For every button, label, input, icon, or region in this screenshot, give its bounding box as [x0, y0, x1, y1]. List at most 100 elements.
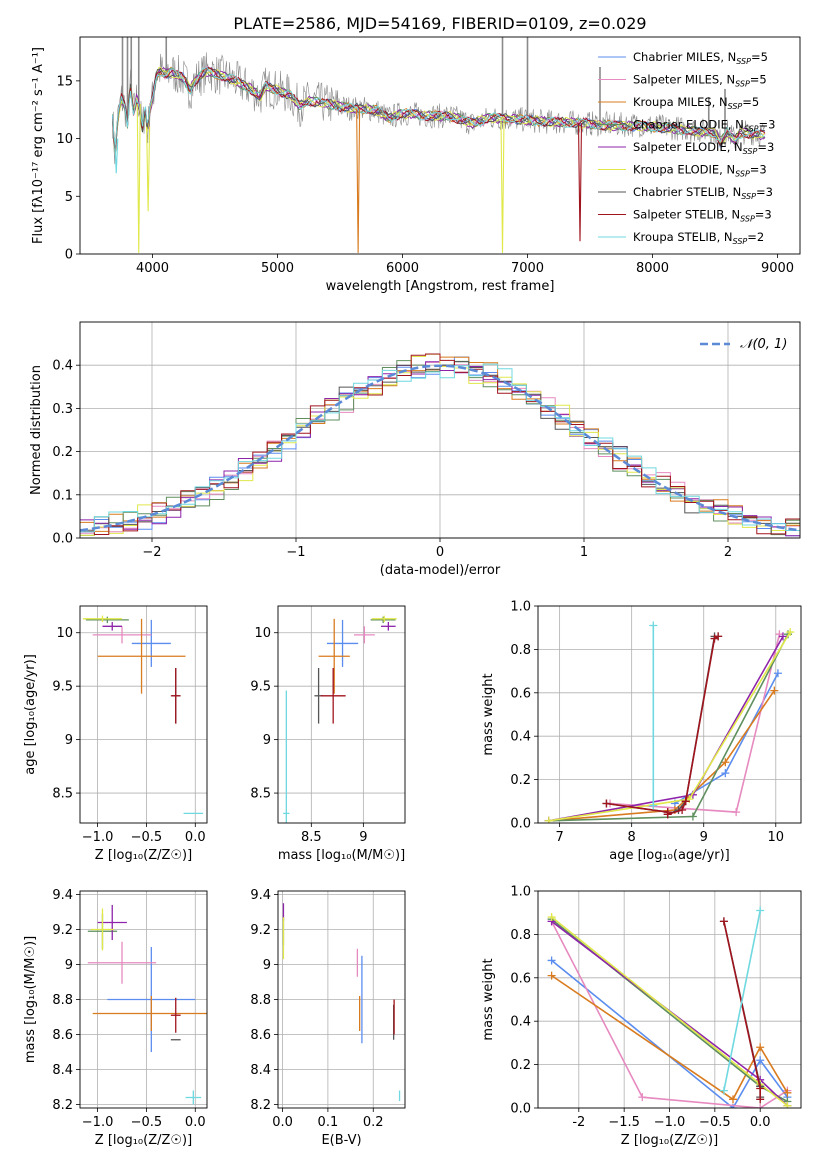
legend-label-sub: SSP [733, 237, 748, 246]
y-tick-label: 9.5 [52, 680, 73, 695]
legend-label-tail: =2 [747, 230, 764, 244]
x-tick-label: −2 [142, 545, 161, 560]
y-tick-label: 10 [56, 626, 73, 641]
panel-residuals: −2 −1 0 1 2 0.0 0.1 0.2 0.3 0.4 (data-model)/error… [29, 321, 801, 578]
x-tick-label: −0.5 [699, 1115, 731, 1130]
x-axis-label: E(B-V) [321, 1133, 361, 1148]
weight-marker [756, 1043, 765, 1052]
weight-marker [756, 1056, 765, 1065]
x-tick-label: −0.5 [131, 830, 163, 845]
y-tick-label: 9 [65, 733, 73, 748]
y-tick-label: 0.2 [52, 445, 73, 460]
y-tick-label: 8.5 [52, 787, 73, 802]
weight-marker [714, 632, 723, 641]
legend-label-tail: =3 [755, 208, 772, 222]
y-tick-label: 1.0 [510, 600, 531, 615]
weight-marker [663, 810, 672, 819]
legend-label-text: Kroupa STELIB, N [633, 230, 733, 244]
model-spectrum-line [112, 66, 766, 153]
legend-label-text: Kroupa MILES, N [633, 95, 728, 109]
weight-marker [544, 816, 553, 823]
y-tick-label: 0.4 [52, 359, 73, 374]
legend-label-tail: =3 [759, 118, 776, 132]
weight-marker [719, 1086, 728, 1095]
weight-marker [688, 812, 697, 821]
y-tick-label: 0.2 [510, 1058, 531, 1073]
residual-histogram [80, 363, 800, 533]
x-tick-label: 0.0 [185, 1115, 206, 1130]
axes-frame [79, 36, 801, 255]
x-tick-label: 0.0 [750, 1115, 771, 1130]
y-axis-label: age [log₁₀(age/yr)] [23, 654, 38, 775]
y-tick-label: 9 [65, 958, 73, 973]
legend-label-tail: =5 [742, 95, 759, 109]
legend-label-text: Salpeter STELIB, N [633, 208, 740, 222]
legend-label: Salpeter ELODIE, NSSP=3 [633, 140, 774, 156]
x-tick-label: 9 [700, 830, 708, 845]
legend-label-tail: =3 [750, 163, 767, 177]
y-tick-label: 8.4 [250, 1063, 271, 1078]
weight-marker [681, 797, 690, 806]
legend-label-text: Chabrier MILES, N [633, 50, 736, 64]
model-absorption-dip [356, 108, 361, 253]
weight-marker [719, 917, 728, 926]
y-tick-label: 5 [65, 190, 73, 205]
panel-mass_vs_EBV: 0.0 0.1 0.2 8.2 8.4 8.6 8.8 9 9.2 9.4 E(B-V) [250, 888, 406, 1148]
x-tick-label: 2 [724, 545, 732, 560]
model-spectrum-line [112, 66, 766, 155]
y-tick-label: 0.0 [510, 817, 531, 832]
model-absorption-dip [114, 138, 119, 174]
axes-frame [79, 605, 208, 824]
weight-marker [678, 805, 687, 814]
y-tick-label: 15 [56, 74, 73, 89]
y-tick-label: 8.8 [250, 993, 271, 1008]
model-absorption-dip [577, 123, 583, 242]
panel-mass_vs_Z: −1.0 −0.5 0.0 8.2 8.4 8.6 8.8 9 9.2 9.4 Z [log₁₀(Z… [23, 888, 208, 1148]
y-tick-label: 10 [56, 132, 73, 147]
plot-area-age_vs_Z [82, 615, 204, 815]
legend-label-text: Kroupa ELODIE, N [633, 163, 735, 177]
weight-marker [773, 669, 782, 678]
x-tick-label: 0.2 [363, 1115, 384, 1130]
y-tick-label: 8.5 [250, 787, 271, 802]
residual-histogram [80, 353, 800, 535]
y-tick-label: 0.8 [510, 928, 531, 943]
x-tick-label: 6000 [386, 261, 419, 276]
x-tick-label: 7000 [511, 261, 544, 276]
x-tick-label: 7 [555, 830, 563, 845]
y-tick-label: 9 [263, 733, 271, 748]
x-tick-label: 9000 [761, 261, 794, 276]
weight-marker [783, 1101, 792, 1108]
plot-area-residuals [80, 353, 800, 537]
weight-line [548, 633, 789, 822]
y-tick-label: 9.2 [52, 923, 73, 938]
y-tick-label: 9.2 [250, 923, 271, 938]
panel-weight_vs_Z: -2 −1.5 −1.0 −0.5 0.0 0.0 0.2 0.4 0.6 0.8 1.0 Z [lo… [481, 885, 802, 1148]
gaussian-curve [80, 364, 800, 532]
weight-marker [721, 758, 730, 767]
legend-label: Salpeter MILES, NSSP=5 [633, 73, 767, 89]
legend-label-sub: SSP [728, 102, 743, 111]
legend-label-text: Salpeter ELODIE, N [633, 140, 743, 154]
y-tick-label: 8.4 [52, 1063, 73, 1078]
x-tick-label: 1 [580, 545, 588, 560]
weight-marker [786, 628, 795, 637]
x-tick-label: −0.5 [131, 1115, 163, 1130]
legend-label-sub: SSP [735, 80, 750, 89]
legend-label: Chabrier ELODIE, NSSP=3 [633, 118, 775, 134]
weight-marker [756, 1084, 765, 1093]
legend-label: Chabrier MILES, NSSP=5 [633, 50, 768, 66]
plot-area-mass_vs_Z [87, 905, 207, 1105]
axes-frame [277, 890, 406, 1109]
y-tick-label: 8.2 [250, 1098, 271, 1113]
weight-marker [778, 632, 787, 641]
x-tick-label: 8000 [636, 261, 669, 276]
x-tick-label: 0 [436, 545, 444, 560]
y-tick-label: 10 [254, 626, 271, 641]
x-tick-label: 9 [359, 830, 367, 845]
x-axis-label: Z [log₁₀(Z/Z☉)] [95, 848, 192, 863]
y-tick-label: 0.1 [52, 488, 73, 503]
legend-label: Kroupa ELODIE, NSSP=3 [633, 163, 767, 179]
legend-label-sub: SSP [736, 57, 751, 66]
